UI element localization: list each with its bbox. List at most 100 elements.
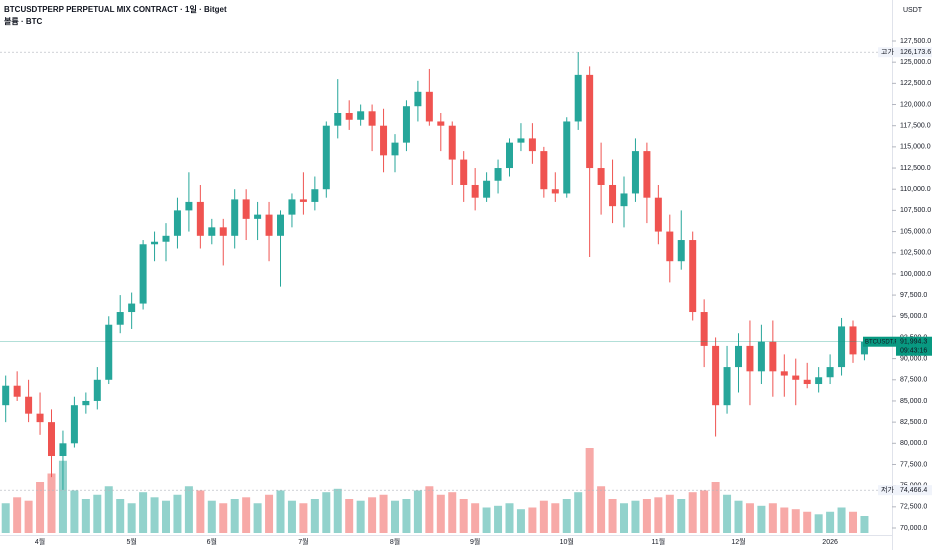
y-tick-label: 102,500.0 bbox=[900, 250, 931, 257]
candle-body bbox=[231, 199, 239, 236]
volume-bar bbox=[93, 494, 102, 533]
volume-bar bbox=[425, 486, 434, 533]
volume-bar bbox=[345, 499, 354, 533]
candle-body bbox=[162, 235, 170, 242]
candle-body bbox=[677, 240, 685, 262]
last-price-value: 91,994.3 bbox=[900, 339, 927, 346]
volume-bar bbox=[574, 492, 583, 533]
volume-bar bbox=[70, 490, 79, 533]
volume-bar bbox=[81, 499, 90, 533]
volume-bar bbox=[253, 503, 262, 533]
volume-bar bbox=[803, 511, 812, 533]
candle-body bbox=[551, 189, 559, 194]
volume-bar bbox=[757, 505, 766, 533]
volume-bar bbox=[459, 499, 468, 533]
axis-unit: USDT bbox=[903, 7, 923, 14]
volume-bar bbox=[230, 499, 239, 533]
volume-bar bbox=[116, 499, 125, 533]
volume-bar bbox=[780, 507, 789, 533]
volume-bar bbox=[139, 492, 148, 533]
candle-body bbox=[48, 422, 55, 457]
volume-bar bbox=[562, 499, 571, 533]
volume-bar bbox=[127, 503, 136, 533]
y-tick-label: 120,000.0 bbox=[900, 101, 931, 108]
candle-body bbox=[448, 125, 456, 160]
candle-body bbox=[13, 385, 21, 397]
volume-bar bbox=[826, 511, 835, 533]
price-tag-bg bbox=[878, 485, 932, 496]
volume-bar bbox=[207, 500, 216, 533]
y-tick-label: 70,000.0 bbox=[900, 525, 927, 532]
x-tick-label: 11월 bbox=[651, 537, 665, 546]
volume-title: 볼륨 · BTC bbox=[4, 16, 42, 26]
candle-body bbox=[242, 199, 250, 219]
candle-body bbox=[345, 112, 353, 120]
y-tick-label: 97,500.0 bbox=[900, 292, 927, 299]
y-tick-label: 117,500.0 bbox=[900, 123, 931, 130]
candle-body bbox=[563, 121, 571, 194]
volume-bar bbox=[276, 490, 285, 533]
candle-body bbox=[437, 121, 445, 126]
x-tick-label: 4월 bbox=[35, 537, 45, 546]
candle-body bbox=[380, 125, 388, 156]
candle-body bbox=[506, 142, 513, 169]
candle-body bbox=[185, 201, 193, 211]
candle-body bbox=[116, 312, 124, 325]
candle-body bbox=[311, 189, 319, 202]
candle-body bbox=[620, 193, 628, 207]
volume-bar bbox=[631, 500, 640, 533]
candle-body bbox=[59, 443, 67, 457]
volume-bar bbox=[310, 499, 319, 533]
candle-body bbox=[322, 125, 330, 190]
volume-bar bbox=[104, 486, 113, 533]
volume-bar bbox=[47, 473, 56, 533]
candle-body bbox=[803, 379, 811, 385]
candle-body bbox=[151, 241, 159, 245]
volume-bar bbox=[482, 507, 491, 533]
candle-body bbox=[402, 106, 410, 143]
candle-body bbox=[357, 111, 365, 120]
candle-body bbox=[849, 326, 857, 355]
volume-bar bbox=[516, 509, 525, 533]
candle-body bbox=[334, 112, 342, 126]
y-tick-label: 87,500.0 bbox=[900, 377, 927, 384]
last-price-tag-bg bbox=[896, 336, 932, 356]
volume-bar bbox=[379, 494, 388, 533]
volume-bar bbox=[402, 499, 411, 533]
candle-body bbox=[769, 341, 777, 372]
volume-bar bbox=[654, 497, 663, 533]
y-tick-label: 107,500.0 bbox=[900, 207, 931, 214]
candle-body bbox=[597, 168, 605, 185]
price-tag-label: 저가 bbox=[881, 485, 894, 494]
volume-bar bbox=[322, 492, 331, 533]
candle-body bbox=[196, 201, 204, 236]
volume-bar bbox=[723, 494, 732, 533]
volume-bar bbox=[299, 503, 308, 533]
x-tick-label: 10월 bbox=[560, 537, 574, 546]
candle-body bbox=[723, 367, 731, 406]
x-tick-label: 7월 bbox=[298, 537, 308, 546]
y-tick-label: 112,500.0 bbox=[900, 165, 931, 172]
candle-body bbox=[586, 74, 594, 169]
price-tag-bg bbox=[878, 47, 932, 58]
y-tick-label: 82,500.0 bbox=[900, 419, 927, 426]
volume-bar bbox=[711, 482, 720, 533]
candle-body bbox=[826, 367, 834, 378]
candle-body bbox=[139, 244, 147, 304]
candle-body bbox=[2, 385, 10, 406]
candle-body bbox=[36, 413, 44, 423]
volume-bar bbox=[734, 500, 743, 533]
volume-bar bbox=[539, 500, 548, 533]
volume-bar bbox=[849, 511, 857, 533]
volume-bar bbox=[642, 499, 651, 533]
y-tick-label: 125,000.0 bbox=[900, 59, 931, 66]
volume-bar bbox=[24, 500, 33, 533]
x-tick-label: 2026 bbox=[822, 539, 838, 546]
volume-bar bbox=[700, 490, 709, 533]
y-tick-label: 110,000.0 bbox=[900, 186, 931, 193]
volume-bar bbox=[791, 509, 800, 533]
volume-bar bbox=[677, 499, 686, 533]
